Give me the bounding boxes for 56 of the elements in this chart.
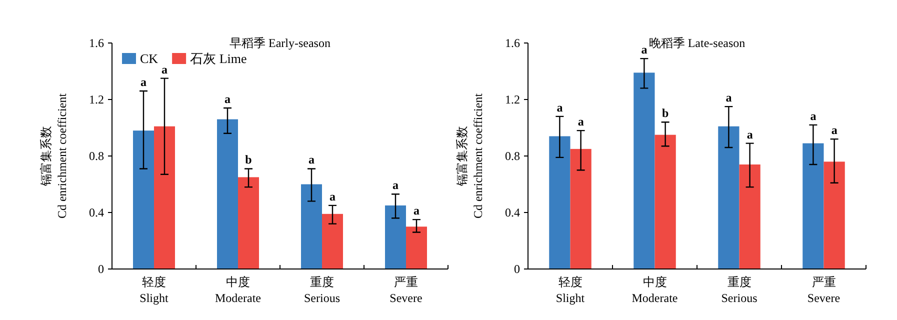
bar — [133, 130, 154, 269]
bar — [802, 143, 824, 269]
annotation: a — [831, 123, 838, 138]
y-tick-label: 0 — [98, 262, 104, 276]
legend-label: CK — [140, 51, 159, 66]
y-tick-label: 1.2 — [505, 92, 520, 106]
bar — [739, 164, 760, 269]
annotation: a — [810, 108, 816, 123]
annotation: b — [662, 106, 669, 120]
annotation: b — [245, 152, 252, 167]
bar — [406, 226, 427, 269]
y-tick-label: 1.6 — [89, 36, 104, 50]
annotation: a — [140, 75, 146, 90]
annotation: a — [641, 42, 648, 57]
bar — [301, 184, 322, 269]
legend-label: 石灰 Lime — [190, 51, 247, 66]
bar — [654, 134, 676, 269]
y-tick-label: 1.6 — [505, 36, 520, 50]
chart-title: 早稻季 Early-season — [230, 36, 330, 50]
bar — [322, 214, 343, 269]
y-tick-label: 0.4 — [89, 206, 104, 220]
bar — [238, 177, 259, 269]
annotation: a — [414, 204, 420, 218]
bar — [154, 126, 175, 269]
annotation: a — [392, 178, 398, 192]
bar — [718, 126, 740, 269]
x-tick-label: 中度 Moderate — [632, 275, 678, 305]
bar — [217, 119, 238, 269]
y-tick-label: 0.8 — [505, 149, 520, 163]
y-axis-title: 镉富集系数 Cd enrichment coefficient — [39, 92, 69, 219]
annotation: a — [726, 90, 732, 105]
y-tick-label: 0.8 — [89, 149, 104, 163]
chart-title: 晚稻季 Late-season — [648, 36, 746, 50]
annotation: a — [578, 114, 584, 129]
bar — [634, 72, 655, 269]
annotation: a — [746, 127, 753, 142]
x-tick-label: 严重 Severe — [807, 275, 840, 305]
x-tick-label: 严重 Severe — [390, 275, 422, 305]
annotation: a — [224, 92, 230, 106]
bar — [570, 148, 592, 269]
annotation: a — [330, 189, 336, 204]
x-tick-label: 轻度 Slight — [556, 275, 586, 305]
x-tick-label: 重度 Serious — [304, 275, 340, 305]
y-tick-label: 0.4 — [505, 206, 520, 220]
annotation: a — [162, 62, 168, 76]
annotation: a — [308, 152, 314, 167]
y-tick-label: 0 — [514, 262, 520, 276]
bar — [385, 205, 406, 269]
y-tick-label: 1.2 — [89, 92, 104, 106]
x-tick-label: 重度 Serious — [721, 275, 758, 305]
x-tick-label: 轻度 Slight — [140, 275, 169, 305]
y-axis-title: 镉富集系数 Cd enrichment coefficient — [455, 92, 485, 219]
bar — [549, 136, 570, 269]
annotation: a — [556, 100, 563, 114]
x-tick-label: 中度 Moderate — [215, 275, 261, 305]
bar — [824, 162, 845, 269]
